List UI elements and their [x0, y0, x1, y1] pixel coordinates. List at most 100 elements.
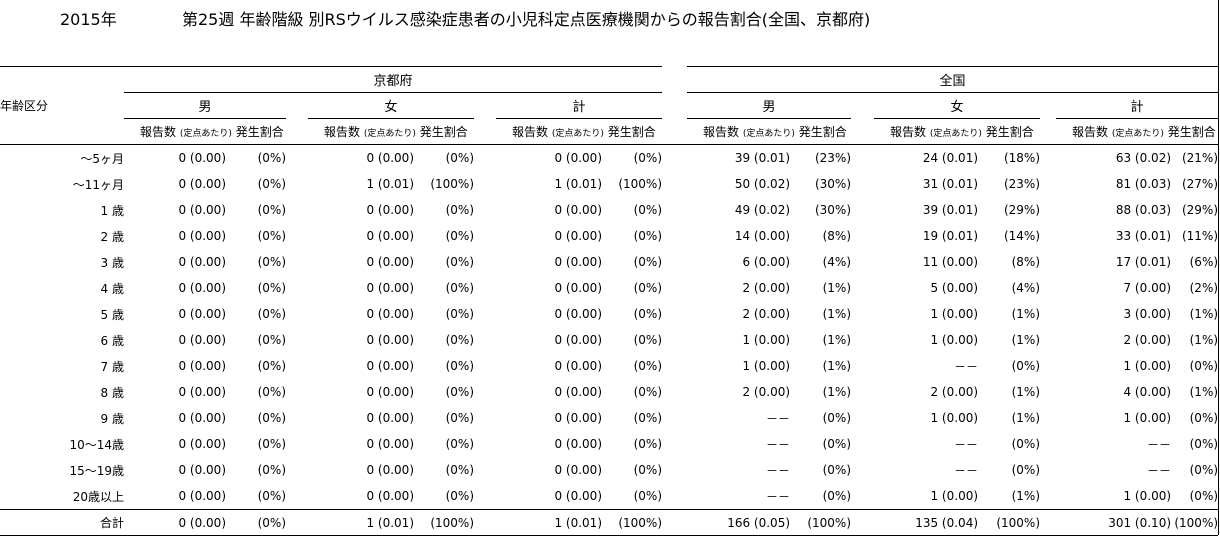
report-count-cell: －－: [1147, 463, 1172, 478]
column-gap: [1040, 405, 1056, 431]
ratio-cell: (0%): [1189, 463, 1219, 477]
column-gap: [286, 118, 308, 145]
age-label: 5 歳: [100, 307, 124, 322]
age-label: 9 歳: [100, 411, 124, 426]
ratio-cell: (0%): [445, 333, 474, 347]
ratio-cell: (11%): [1181, 229, 1219, 243]
age-label: 4 歳: [100, 281, 124, 296]
column-gap: [1040, 223, 1056, 249]
ratio-cell: (1%): [1011, 489, 1041, 503]
report-count-cell: 33 (0.01): [1115, 229, 1172, 243]
ratio-cell: (0%): [445, 229, 474, 243]
report-count-cell: 1 (0.00): [1123, 411, 1172, 425]
ratio-cell: (100%): [790, 509, 852, 536]
report-count-cell: 0 (0.00): [554, 359, 602, 373]
column-gap: [662, 379, 687, 405]
column-gap: [286, 431, 308, 457]
report-count-cell: 0 (0.00): [178, 255, 226, 269]
region-header-kyoto: 京都府: [124, 66, 663, 93]
column-gap: [474, 353, 496, 379]
ratio-cell: (0%): [257, 281, 286, 295]
ratio-cell: (0%): [445, 385, 474, 399]
report-count-cell: 0 (0.00): [554, 411, 602, 425]
report-count-cell: 39 (0.01): [734, 151, 791, 165]
ratio-cell: (0%): [445, 489, 474, 503]
ratio-cell: (100%): [978, 509, 1041, 536]
sub-header-per-sentinel: (定点あたり): [551, 129, 604, 139]
column-gap: [286, 483, 308, 510]
report-count-cell: 0 (0.00): [178, 151, 226, 165]
column-gap: [851, 353, 874, 379]
age-label: 3 歳: [100, 255, 124, 270]
column-gap: [851, 93, 874, 119]
sub-header: 報告数 (定点あたり) 発生割合: [308, 118, 474, 145]
ratio-cell: (4%): [1011, 281, 1041, 295]
report-count-cell: 2 (0.00): [1123, 333, 1172, 347]
report-count-cell: 0 (0.00): [178, 281, 226, 295]
ratio-cell: (0%): [1011, 437, 1041, 451]
ratio-cell: (0%): [257, 177, 286, 191]
column-gap: [1040, 197, 1056, 223]
ratio-cell: (0%): [257, 307, 286, 321]
report-count-cell: －－: [1147, 437, 1172, 452]
report-count-cell: 0 (0.00): [178, 489, 226, 503]
ratio-cell: (1%): [822, 333, 852, 347]
column-gap: [1040, 509, 1057, 536]
column-gap: [474, 483, 496, 510]
ratio-cell: (0%): [633, 359, 663, 373]
rs-virus-age-table: 年齢区分 京都府 全国 男女計男女計 報告数 (定点あたり) 発生割合 報告数 (…: [0, 66, 1219, 536]
table-row: ～11ヶ月 0 (0.00) (0%) 1 (0.01) (100%) 1 (0.01) (…: [0, 171, 1218, 197]
table-row: 7 歳 0 (0.00) (0%) 0 (0.00) (0%) 0 (0.00) (0%) 1…: [0, 353, 1218, 379]
sub-header-ratio: 発生割合: [235, 125, 284, 139]
column-gap: [1040, 249, 1056, 275]
report-count-cell: 1 (0.00): [930, 489, 979, 503]
ratio-cell: (0%): [445, 255, 474, 269]
report-count-cell: 0 (0.00): [554, 385, 602, 399]
column-gap: [662, 509, 688, 536]
column-gap: [474, 327, 496, 353]
column-gap: [851, 249, 874, 275]
report-count-cell: 3 (0.00): [1123, 307, 1172, 321]
column-gap: [662, 249, 687, 275]
report-count-cell: 0 (0.00): [554, 281, 602, 295]
column-gap: [286, 353, 308, 379]
report-count-cell: 0 (0.00): [366, 411, 414, 425]
report-count-cell: 0 (0.00): [178, 437, 226, 451]
sub-header-count: 報告数: [703, 125, 740, 139]
ratio-cell: (100%): [618, 177, 663, 191]
sub-header-per-sentinel: (定点あたり): [179, 129, 232, 139]
report-count-cell: 1 (0.00): [930, 307, 979, 321]
ratio-cell: (0%): [257, 151, 286, 165]
report-count-cell: 0 (0.00): [366, 437, 414, 451]
report-count-cell: 0 (0.00): [366, 307, 414, 321]
report-count-cell: 5 (0.00): [930, 281, 979, 295]
report-count-cell: 0 (0.00): [178, 359, 226, 373]
ratio-cell: (0%): [633, 229, 663, 243]
ratio-cell: (0%): [633, 255, 663, 269]
sub-header-ratio: 発生割合: [798, 125, 847, 139]
ratio-cell: (1%): [1011, 333, 1041, 347]
report-count-cell: 0 (0.00): [178, 177, 226, 191]
ratio-cell: (0%): [257, 229, 286, 243]
total-row: 合計 0 (0.00) (0%) 1 (0.01) (100%) 1 (0.01) (100…: [0, 509, 1219, 536]
sex-header-kyoto-1: 女: [308, 92, 474, 119]
report-count-cell: 0 (0.00): [554, 437, 602, 451]
sub-header: 報告数 (定点あたり) 発生割合: [687, 118, 852, 145]
ratio-cell: (0%): [822, 463, 852, 477]
ratio-cell: (0%): [1011, 463, 1041, 477]
age-column-header: 年齢区分: [0, 66, 124, 145]
report-count-cell: 11 (0.00): [922, 255, 979, 269]
column-gap: [286, 223, 308, 249]
sub-header-per-sentinel: (定点あたり): [1111, 129, 1164, 139]
ratio-cell: (14%): [1003, 229, 1041, 243]
ratio-cell: (0%): [257, 437, 286, 451]
report-count-cell: 0 (0.00): [554, 307, 602, 321]
report-count-cell: 0 (0.00): [366, 255, 414, 269]
age-label: 20歳以上: [72, 489, 124, 504]
table-row: 6 歳 0 (0.00) (0%) 0 (0.00) (0%) 0 (0.00) (0%) 1…: [0, 327, 1218, 353]
ratio-cell: (27%): [1181, 177, 1219, 191]
column-gap: [286, 457, 308, 483]
report-count-cell: 1 (0.00): [742, 333, 791, 347]
age-label: 15～19歳: [69, 463, 124, 478]
ratio-cell: (100%): [430, 177, 474, 191]
